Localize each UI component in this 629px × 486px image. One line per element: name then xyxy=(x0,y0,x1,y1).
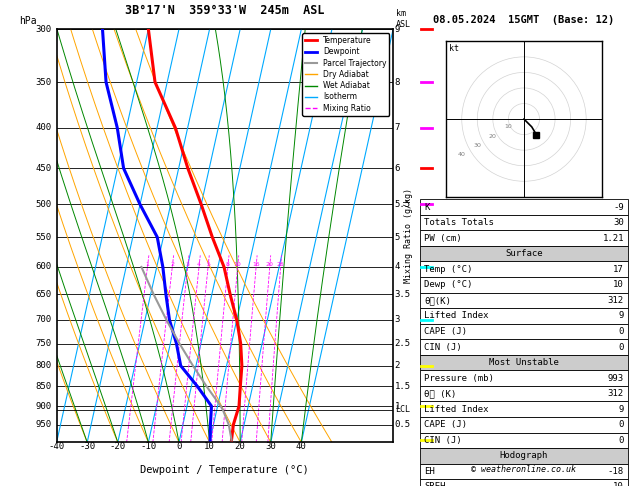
Text: 8: 8 xyxy=(226,262,230,267)
Text: CAPE (J): CAPE (J) xyxy=(424,420,467,429)
Text: Totals Totals: Totals Totals xyxy=(424,218,494,227)
Text: km
ASL: km ASL xyxy=(396,9,411,29)
Text: 3B°17'N  359°33'W  245m  ASL: 3B°17'N 359°33'W 245m ASL xyxy=(125,4,325,17)
Text: 10: 10 xyxy=(234,262,242,267)
Text: 5.5: 5.5 xyxy=(395,200,411,209)
Text: -30: -30 xyxy=(79,442,95,451)
Text: 1: 1 xyxy=(145,262,149,267)
Text: 2: 2 xyxy=(395,361,400,370)
Text: 3.5: 3.5 xyxy=(395,290,411,299)
Text: 1.5: 1.5 xyxy=(395,382,411,391)
Text: 2.5: 2.5 xyxy=(395,339,411,348)
Text: 800: 800 xyxy=(35,361,52,370)
Text: 10: 10 xyxy=(204,442,215,451)
Text: 4: 4 xyxy=(395,262,400,272)
Text: 6: 6 xyxy=(395,164,400,173)
Text: Surface: Surface xyxy=(505,249,543,258)
Text: 9: 9 xyxy=(618,312,624,320)
Text: Dewpoint / Temperature (°C): Dewpoint / Temperature (°C) xyxy=(140,465,309,475)
Text: Lifted Index: Lifted Index xyxy=(424,405,489,414)
Text: 500: 500 xyxy=(35,200,52,209)
Text: 5: 5 xyxy=(395,233,400,242)
Text: 400: 400 xyxy=(35,123,52,132)
Text: Lifted Index: Lifted Index xyxy=(424,312,489,320)
Text: 25: 25 xyxy=(277,262,284,267)
Text: 30: 30 xyxy=(265,442,276,451)
Text: θᴄ(K): θᴄ(K) xyxy=(424,296,451,305)
Text: 700: 700 xyxy=(35,315,52,324)
Text: -10: -10 xyxy=(140,442,157,451)
Text: EH: EH xyxy=(424,467,435,476)
Text: 900: 900 xyxy=(35,401,52,411)
Text: Pressure (mb): Pressure (mb) xyxy=(424,374,494,382)
Text: 350: 350 xyxy=(35,78,52,87)
Text: 7: 7 xyxy=(395,123,400,132)
Text: 300: 300 xyxy=(35,25,52,34)
Text: 8: 8 xyxy=(395,78,400,87)
Text: Dewp (°C): Dewp (°C) xyxy=(424,280,472,289)
Text: Temp (°C): Temp (°C) xyxy=(424,265,472,274)
Text: LCL: LCL xyxy=(395,405,410,415)
Text: 30: 30 xyxy=(474,143,481,148)
Text: 9: 9 xyxy=(395,25,400,34)
Text: 0: 0 xyxy=(618,420,624,429)
Text: 1.21: 1.21 xyxy=(603,234,624,243)
Text: 1: 1 xyxy=(395,401,400,411)
Text: 20: 20 xyxy=(489,134,497,139)
Text: -9: -9 xyxy=(613,203,624,211)
Text: 3: 3 xyxy=(395,315,400,324)
Text: Most Unstable: Most Unstable xyxy=(489,358,559,367)
Text: CAPE (J): CAPE (J) xyxy=(424,327,467,336)
Text: 0: 0 xyxy=(618,327,624,336)
Text: -20: -20 xyxy=(109,442,126,451)
Text: kt: kt xyxy=(449,44,459,52)
Text: 450: 450 xyxy=(35,164,52,173)
Text: 600: 600 xyxy=(35,262,52,272)
Text: Hodograph: Hodograph xyxy=(500,451,548,460)
Text: 550: 550 xyxy=(35,233,52,242)
Text: 20: 20 xyxy=(235,442,245,451)
Text: 5: 5 xyxy=(206,262,210,267)
Text: hPa: hPa xyxy=(19,17,36,26)
Text: 993: 993 xyxy=(608,374,624,382)
Text: 40: 40 xyxy=(458,153,465,157)
Text: 3: 3 xyxy=(186,262,190,267)
Text: 10: 10 xyxy=(613,483,624,486)
Text: 0: 0 xyxy=(618,343,624,351)
Text: 0: 0 xyxy=(618,436,624,445)
Text: 950: 950 xyxy=(35,420,52,429)
Text: 10: 10 xyxy=(613,280,624,289)
Text: Mixing Ratio (g/kg): Mixing Ratio (g/kg) xyxy=(404,188,413,283)
Text: 10: 10 xyxy=(504,124,512,129)
Text: 650: 650 xyxy=(35,290,52,299)
Text: -40: -40 xyxy=(48,442,65,451)
Text: 312: 312 xyxy=(608,389,624,398)
Text: 20: 20 xyxy=(266,262,274,267)
Text: 312: 312 xyxy=(608,296,624,305)
Text: 850: 850 xyxy=(35,382,52,391)
Text: 40: 40 xyxy=(296,442,307,451)
Text: 4: 4 xyxy=(197,262,201,267)
Text: © weatheronline.co.uk: © weatheronline.co.uk xyxy=(472,465,576,474)
Text: 2: 2 xyxy=(170,262,174,267)
Text: 750: 750 xyxy=(35,339,52,348)
Text: 17: 17 xyxy=(613,265,624,274)
Text: θᴄ (K): θᴄ (K) xyxy=(424,389,456,398)
Text: PW (cm): PW (cm) xyxy=(424,234,462,243)
Text: -18: -18 xyxy=(608,467,624,476)
Text: 9: 9 xyxy=(618,405,624,414)
Text: 15: 15 xyxy=(252,262,260,267)
Legend: Temperature, Dewpoint, Parcel Trajectory, Dry Adiabat, Wet Adiabat, Isotherm, Mi: Temperature, Dewpoint, Parcel Trajectory… xyxy=(302,33,389,116)
Text: 30: 30 xyxy=(613,218,624,227)
Text: 0: 0 xyxy=(176,442,182,451)
Text: CIN (J): CIN (J) xyxy=(424,436,462,445)
Text: 08.05.2024  15GMT  (Base: 12): 08.05.2024 15GMT (Base: 12) xyxy=(433,15,615,25)
Text: 0.5: 0.5 xyxy=(395,420,411,429)
Text: K: K xyxy=(424,203,430,211)
Text: SREH: SREH xyxy=(424,483,445,486)
Text: CIN (J): CIN (J) xyxy=(424,343,462,351)
